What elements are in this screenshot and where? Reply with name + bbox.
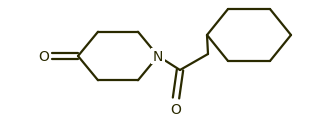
Text: O: O	[171, 102, 182, 114]
Text: O: O	[38, 50, 49, 63]
Text: N: N	[153, 50, 163, 63]
